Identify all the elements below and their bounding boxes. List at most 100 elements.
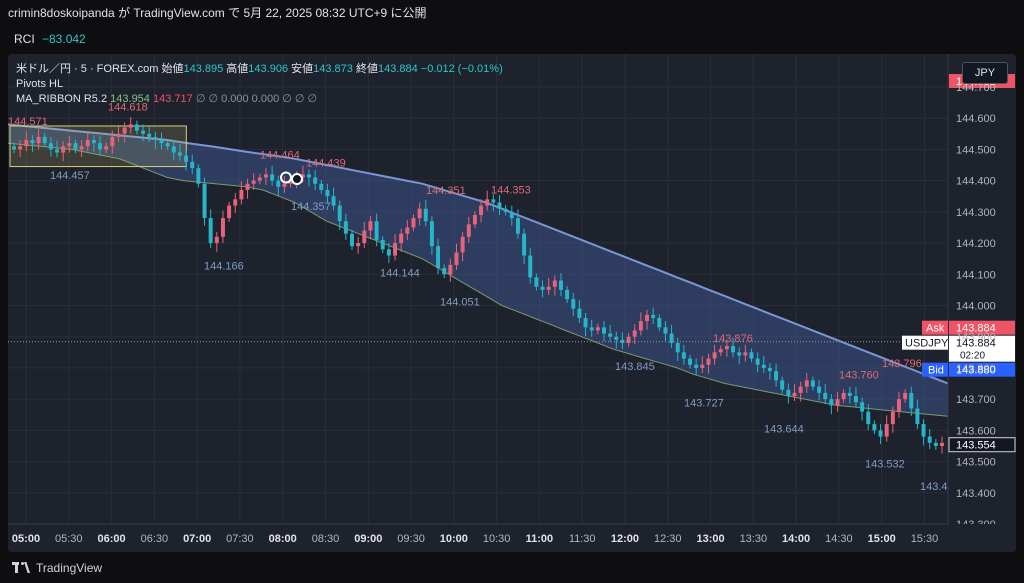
candle-body — [534, 277, 539, 287]
candle-body — [847, 392, 852, 397]
x-tick-label: 12:30 — [654, 533, 682, 545]
pivot-high-label: 144.351 — [426, 185, 466, 197]
candle-body — [681, 352, 686, 359]
candle-body — [804, 380, 809, 387]
x-tick-label: 13:30 — [740, 533, 768, 545]
candle-body — [159, 140, 164, 144]
candle-body — [196, 168, 201, 184]
candle-body — [368, 221, 373, 231]
pivot-low-label: 144.166 — [204, 261, 244, 273]
tradingview-logo[interactable]: TradingView — [12, 561, 102, 575]
x-tick-label: 11:00 — [526, 533, 554, 545]
candle-body — [890, 411, 895, 425]
grid-lines — [8, 54, 948, 525]
pivot-high-label: 143.760 — [839, 369, 879, 381]
candle-body — [374, 221, 379, 240]
candle-body — [614, 336, 619, 340]
candle-body — [245, 183, 250, 190]
candle-body — [884, 424, 889, 437]
pivot-low-label: 143.532 — [865, 459, 905, 471]
candle-body — [835, 399, 840, 406]
y-tick-label: 144.300 — [956, 207, 996, 219]
candle-body — [509, 211, 514, 219]
candle-body — [85, 140, 90, 147]
time-scale-bg — [8, 524, 1016, 552]
candle-body — [767, 367, 772, 372]
candle-body — [42, 136, 47, 144]
y-tick-label: 144.100 — [956, 269, 996, 281]
ribbon-indicator-row[interactable]: MA_RIBBON R5.2 143.954 143.717 ∅ ∅ 0.000… — [16, 92, 503, 107]
x-tick-label: 14:00 — [782, 533, 810, 545]
y-tick-label: 144.700 — [956, 82, 996, 94]
close-value: 143.884 — [377, 63, 418, 75]
pivot-high-label: 144.571 — [8, 116, 48, 128]
price-chart[interactable]: 144.571 144.618 144.464 144.439 144.351 144.3… — [8, 54, 1016, 552]
ribbon-name: MA_RIBBON R5.2 — [16, 93, 108, 105]
candle-body — [454, 252, 459, 265]
alert-circle-icon — [291, 173, 303, 186]
chart-panel[interactable]: 144.571 144.618 144.464 144.439 144.351 144.3… — [8, 54, 1016, 552]
y-tick-label: 144.500 — [956, 144, 996, 156]
open-value: 143.895 — [183, 63, 224, 75]
ohlc-row: 米ドル／円 · 5 · FOREX.com 始値143.895 高値143.90… — [16, 62, 503, 77]
candle-body — [91, 140, 96, 144]
candle-body — [73, 143, 78, 150]
candle-body — [417, 208, 422, 219]
candle-body — [36, 136, 41, 144]
candle-body — [540, 286, 545, 290]
candle-body — [79, 146, 84, 150]
candle-body — [872, 424, 877, 431]
price-scale-bg — [948, 54, 1016, 552]
y-tick-label: 144.200 — [956, 238, 996, 250]
ma-ribbon-lower-line — [8, 142, 949, 417]
y-tick-label: 143.700 — [956, 394, 996, 406]
candle-body — [927, 436, 932, 443]
candle-body — [595, 327, 600, 331]
candle-body — [331, 196, 336, 206]
change-value: −0.012 (−0.01%) — [420, 63, 503, 75]
bid-tag-bg — [949, 362, 1015, 377]
x-tick-label: 11:30 — [569, 533, 596, 545]
x-tick-label: 09:00 — [354, 533, 382, 545]
pivots-indicator-label[interactable]: Pivots HL — [16, 78, 64, 90]
candle-body — [608, 333, 613, 337]
candle-body — [503, 208, 508, 212]
candle-body — [632, 330, 637, 337]
candle-body — [208, 218, 213, 244]
candle-body — [583, 317, 588, 328]
y-tick-label: 143.400 — [956, 488, 996, 500]
candle-body — [263, 174, 268, 178]
bid-tag-value: 143.880 — [956, 365, 996, 377]
symbol-tag-bg — [902, 335, 948, 350]
candle-body — [669, 333, 674, 343]
chart-legend: 米ドル／円 · 5 · FOREX.com 始値143.895 高値143.90… — [16, 62, 503, 107]
candle-body — [479, 205, 484, 215]
y-tick-label: 143.900 — [956, 332, 996, 344]
candle-body — [48, 143, 53, 150]
x-tick-label: 07:30 — [226, 533, 254, 545]
candle-body — [251, 180, 256, 184]
candle-body — [220, 218, 225, 237]
candle-body — [589, 327, 594, 331]
last-price-tag-value: 143.884 — [956, 338, 996, 350]
x-tick-label: 14:30 — [825, 533, 853, 545]
candle-body — [552, 280, 557, 287]
alert-circle-icon — [280, 171, 292, 184]
symbol-label[interactable]: 米ドル／円 · 5 · FOREX.com — [16, 63, 159, 75]
candle-body — [448, 264, 453, 275]
candle-body — [110, 136, 115, 147]
candle-body — [18, 146, 23, 150]
candle-body — [214, 236, 219, 244]
pivot-low-label: 143.727 — [684, 398, 724, 410]
currency-button[interactable]: JPY — [962, 62, 1008, 84]
candle-body — [896, 399, 901, 412]
x-tick-label: 10:00 — [440, 533, 468, 545]
candle-body — [731, 346, 736, 353]
candle-body — [104, 146, 109, 150]
candle-body — [98, 143, 103, 150]
candle-body — [128, 124, 133, 128]
last-price-tag-bg — [949, 335, 1015, 362]
y-tick-label: 144.000 — [956, 300, 996, 312]
pivot-low-label: 144.457 — [50, 170, 90, 182]
candle-body — [460, 236, 465, 253]
